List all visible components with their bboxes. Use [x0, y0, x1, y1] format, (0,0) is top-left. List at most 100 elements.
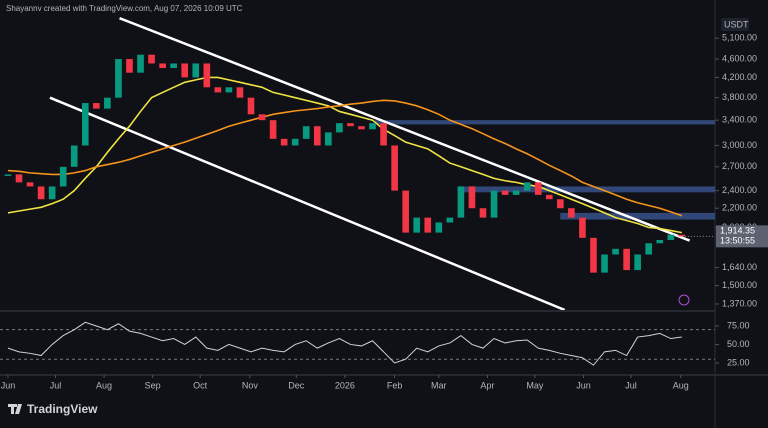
x-tick-label: Jul	[50, 380, 62, 390]
candle	[358, 126, 365, 130]
candle	[48, 186, 56, 200]
y-tick-label: 2,200.00	[722, 203, 757, 213]
candle	[258, 114, 266, 121]
candle	[170, 63, 177, 69]
candle	[325, 132, 332, 146]
x-tick-label: 2026	[335, 380, 355, 390]
candle	[446, 217, 454, 223]
y-tick-label: 1,370.00	[722, 298, 757, 308]
candle	[247, 97, 255, 115]
candle	[678, 234, 686, 237]
x-tick-label: Nov	[242, 380, 259, 390]
candle	[225, 87, 233, 93]
y-tick-label: 4,200.00	[722, 72, 757, 82]
candle	[557, 199, 564, 209]
x-tick-label: Jun	[1, 380, 16, 390]
y-tick-label: 3,400.00	[722, 115, 757, 125]
candle	[612, 248, 619, 255]
candle	[148, 54, 155, 64]
x-tick-label: Apr	[480, 380, 494, 390]
candle	[192, 63, 200, 78]
candle	[369, 123, 376, 130]
y-tick-label: 1,640.00	[722, 262, 757, 272]
x-tick-label: Sep	[145, 380, 161, 390]
rsi-tick-label: 75.00	[727, 320, 750, 330]
rsi-line	[7, 321, 682, 366]
candle	[424, 217, 432, 233]
rsi-tick-label: 25.00	[727, 357, 750, 367]
candle	[336, 123, 343, 133]
last-price-label: 1,914.35	[720, 226, 755, 236]
y-tick-label: 4,600.00	[722, 53, 757, 63]
x-tick-label: Feb	[387, 380, 403, 390]
x-tick-label: May	[526, 380, 544, 390]
y-tick-label: 5,100.00	[722, 33, 757, 43]
candle	[656, 240, 664, 244]
candle	[402, 190, 409, 233]
candle	[479, 208, 487, 218]
candle	[490, 190, 498, 218]
candle	[104, 97, 111, 109]
candle	[413, 217, 421, 233]
rsi-tick-label: 50.00	[727, 339, 750, 349]
candle	[590, 237, 597, 273]
candle	[302, 126, 310, 139]
candle	[4, 174, 12, 176]
y-tick-label: 3,800.00	[722, 92, 757, 102]
y-tick-label: 1,500.00	[722, 280, 757, 290]
candle	[269, 120, 277, 139]
candle	[214, 87, 222, 93]
candle	[15, 174, 23, 183]
candle	[347, 123, 354, 127]
candle	[501, 190, 509, 195]
candle	[523, 182, 531, 191]
candle	[512, 190, 520, 195]
logo-mark	[8, 404, 22, 414]
trendline	[119, 17, 691, 242]
x-tick-label: Aug	[673, 380, 689, 390]
candle	[236, 87, 244, 98]
candle	[601, 254, 608, 273]
last-price-box	[716, 225, 768, 248]
supply-zone	[374, 120, 715, 125]
logo-text: TradingView	[27, 402, 98, 416]
y-tick-label: 2,700.00	[722, 161, 757, 171]
candle	[159, 63, 166, 69]
logo: TradingView	[8, 402, 98, 416]
supply-zone	[458, 186, 715, 193]
x-tick-label: Mar	[431, 380, 447, 390]
countdown: 13:50:55	[720, 236, 755, 246]
y-tick-label: 2,400.00	[722, 185, 757, 195]
candle	[126, 59, 133, 73]
x-tick-label: Oct	[193, 380, 208, 390]
header: Shayannv created with TradingView.com, A…	[6, 4, 243, 13]
currency: USDT	[724, 19, 749, 29]
currency-box	[721, 18, 749, 31]
y-tick-label: 3,000.00	[722, 140, 757, 150]
candle	[181, 63, 189, 78]
candle	[623, 248, 630, 271]
candle	[380, 123, 387, 146]
moving-average	[7, 76, 683, 234]
x-tick-label: Jul	[625, 380, 637, 390]
candle	[313, 126, 321, 146]
candle	[579, 217, 586, 238]
candle	[645, 243, 653, 255]
candle	[26, 182, 34, 187]
x-tick-label: Jun	[576, 380, 591, 390]
candle	[291, 138, 299, 146]
candle	[634, 254, 641, 271]
candle	[70, 145, 78, 167]
candle	[568, 208, 575, 218]
candle	[115, 59, 122, 98]
trendline	[49, 96, 566, 310]
candle	[534, 182, 542, 195]
candle	[37, 186, 45, 200]
candle	[545, 194, 553, 200]
candle	[391, 145, 398, 191]
x-tick-label: Aug	[96, 380, 112, 390]
candle	[137, 54, 144, 73]
candle	[435, 222, 443, 233]
candle	[81, 103, 89, 146]
